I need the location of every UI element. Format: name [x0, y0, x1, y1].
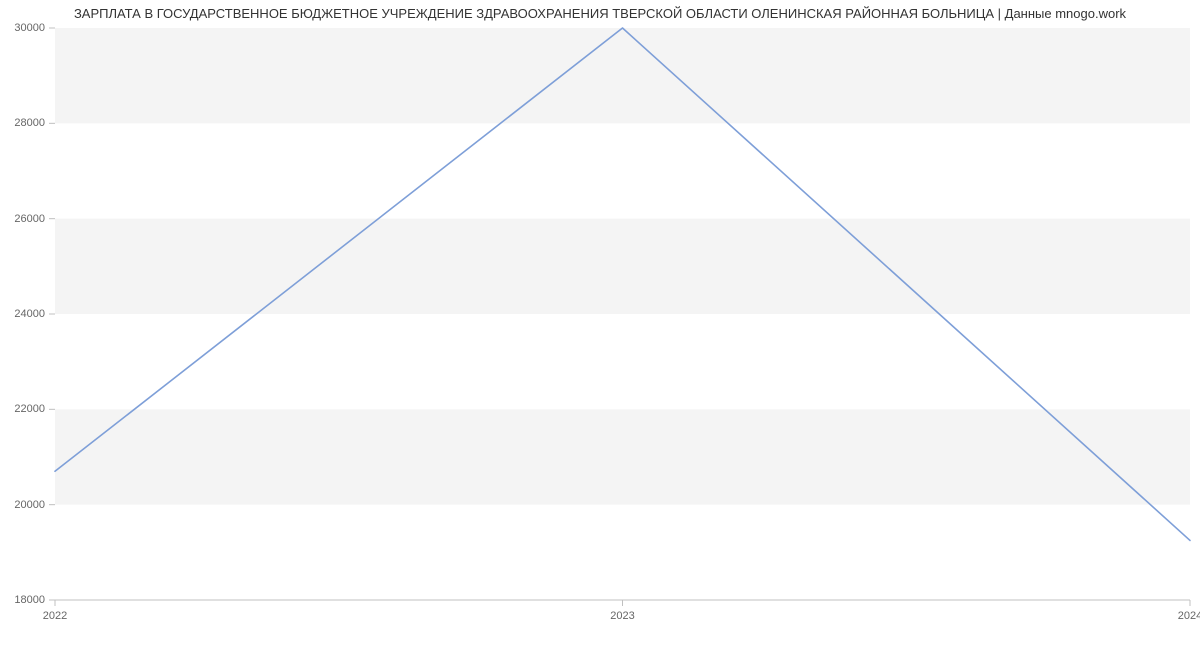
y-tick-label: 18000	[0, 594, 45, 606]
y-tick-label: 30000	[0, 22, 45, 34]
y-tick-label: 24000	[0, 308, 45, 320]
y-tick-label: 28000	[0, 117, 45, 129]
x-tick-label: 2023	[610, 610, 634, 622]
x-tick-label: 2022	[43, 610, 67, 622]
y-tick-label: 20000	[0, 499, 45, 511]
x-tick-label: 2024	[1178, 610, 1200, 622]
chart-container: ЗАРПЛАТА В ГОСУДАРСТВЕННОЕ БЮДЖЕТНОЕ УЧР…	[0, 0, 1200, 650]
y-tick-label: 26000	[0, 213, 45, 225]
y-tick-label: 22000	[0, 403, 45, 415]
chart-plot	[0, 0, 1200, 650]
